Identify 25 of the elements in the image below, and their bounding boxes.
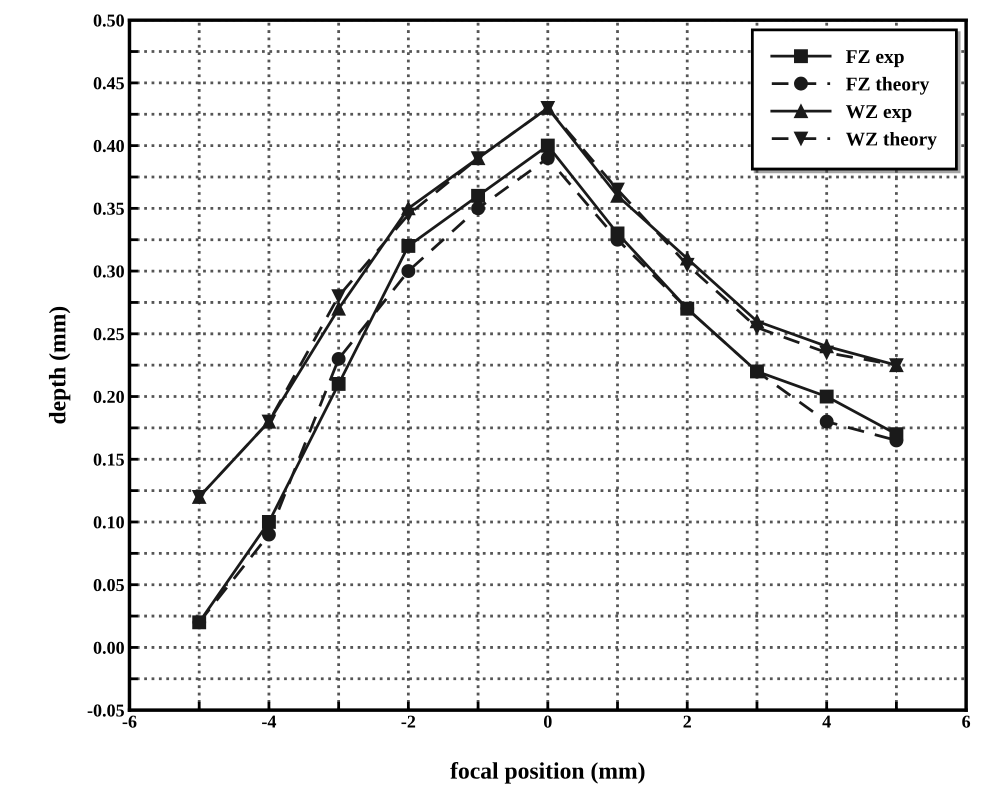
x-tick-label: -4 xyxy=(262,716,276,728)
y-tick-label: 0.05 xyxy=(94,578,124,592)
x-axis-title: focal position (mm) xyxy=(450,762,644,784)
x-tick-label: -6 xyxy=(122,716,136,728)
x-tick-label: -2 xyxy=(402,716,416,728)
legend-label: WZ theory xyxy=(846,132,937,150)
legend-label: WZ exp xyxy=(846,105,912,122)
legend-label: FZ theory xyxy=(846,76,930,95)
y-tick-label: 0.30 xyxy=(94,265,124,278)
y-tick-label: 0.45 xyxy=(94,77,124,90)
y-tick-label: 0.25 xyxy=(94,328,124,340)
x-tick-label: 0 xyxy=(544,716,552,728)
y-tick-label: 0.50 xyxy=(94,14,124,27)
x-tick-label: 2 xyxy=(683,716,691,728)
y-tick-label: 0.10 xyxy=(94,516,124,529)
y-tick-label: 0.35 xyxy=(94,202,124,215)
y-tick-label: 0.00 xyxy=(94,642,124,654)
x-tick-label: 4 xyxy=(822,716,831,728)
y-tick-label: 0.20 xyxy=(94,390,124,404)
y-tick-label: 0.15 xyxy=(94,454,124,466)
y-tick-label: 0.40 xyxy=(94,140,124,152)
x-tick-label: 6 xyxy=(962,716,970,728)
y-tick-label: -0.05 xyxy=(88,704,124,717)
y-axis-title: depth (mm) xyxy=(48,306,70,424)
legend-label: FZ exp xyxy=(846,50,904,68)
